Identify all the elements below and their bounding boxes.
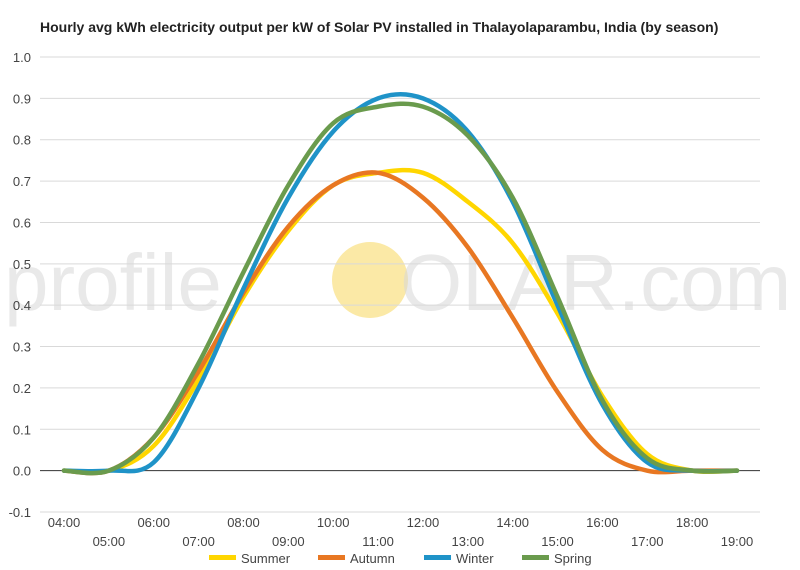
x-tick-label: 12:00 — [407, 515, 440, 530]
legend-swatch-summer — [209, 555, 236, 560]
y-tick-label: 0.0 — [13, 464, 31, 479]
watermark-sun-icon — [332, 242, 408, 318]
x-axis: 04:00 05:00 06:00 07:00 08:00 09:00 10:00 11:00… — [48, 515, 754, 549]
legend-label-autumn: Autumn — [350, 551, 395, 566]
x-tick-label: 11:00 — [362, 534, 394, 549]
x-tick-label: 19:00 — [721, 534, 754, 549]
y-tick-label: 0.4 — [13, 298, 31, 313]
x-tick-label: 15:00 — [541, 534, 574, 549]
x-tick-label: 13:00 — [452, 534, 485, 549]
x-tick-label: 04:00 — [48, 515, 81, 530]
x-tick-label: 09:00 — [272, 534, 305, 549]
y-tick-label: 0.3 — [13, 340, 31, 355]
legend: Summer Autumn Winter Spring — [209, 551, 592, 566]
x-tick-label: 08:00 — [227, 515, 260, 530]
x-tick-label: 17:00 — [631, 534, 664, 549]
watermark: profile OLAR.com — [4, 238, 791, 327]
y-tick-label: 0.6 — [13, 215, 31, 230]
y-tick-label: 0.1 — [13, 422, 31, 437]
x-tick-label: 07:00 — [182, 534, 215, 549]
y-tick-label: 0.7 — [13, 174, 31, 189]
x-tick-label: 06:00 — [137, 515, 170, 530]
y-axis: -0.1 0.0 0.1 0.2 0.3 0.4 0.5 0.6 0.7 0.8 0.9 1.0 — [9, 50, 31, 520]
x-tick-label: 14:00 — [496, 515, 529, 530]
chart-title: Hourly avg kWh electricity output per kW… — [40, 19, 719, 35]
legend-label-spring: Spring — [554, 551, 592, 566]
legend-swatch-winter — [424, 555, 451, 560]
x-tick-label: 16:00 — [586, 515, 619, 530]
y-tick-label: -0.1 — [9, 505, 31, 520]
y-tick-label: 0.8 — [13, 133, 31, 148]
series-line-summer — [61, 167, 740, 475]
series-line-spring — [61, 101, 740, 476]
legend-label-winter: Winter — [456, 551, 494, 566]
y-tick-label: 1.0 — [13, 50, 31, 65]
legend-swatch-spring — [522, 555, 549, 560]
y-tick-label: 0.2 — [13, 381, 31, 396]
x-tick-label: 05:00 — [93, 534, 126, 549]
y-tick-label: 0.5 — [13, 257, 31, 272]
watermark-text-left: profile — [4, 238, 222, 327]
legend-swatch-autumn — [318, 555, 345, 560]
x-tick-label: 10:00 — [317, 515, 350, 530]
x-tick-label: 18:00 — [676, 515, 709, 530]
watermark-text-right: OLAR.com — [400, 238, 791, 327]
series-lines — [61, 91, 740, 476]
y-tick-label: 0.9 — [13, 91, 31, 106]
legend-label-summer: Summer — [241, 551, 291, 566]
